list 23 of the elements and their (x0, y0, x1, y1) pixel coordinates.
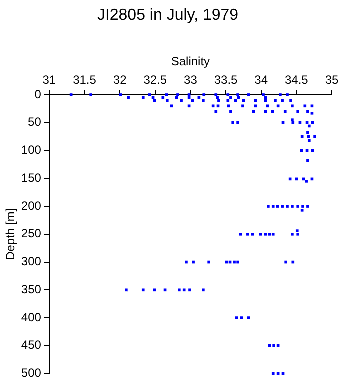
x-tick-label: 34 (254, 73, 268, 88)
x-tick-label: 31.5 (73, 73, 97, 88)
x-tick-label: 32.5 (144, 73, 168, 88)
y-tick-label: 50 (28, 115, 42, 130)
y-tick-label: 0 (34, 87, 42, 102)
y-tick-label: 300 (21, 254, 42, 269)
x-tick-label: 35 (325, 73, 339, 88)
x-tick-label: 32 (113, 73, 128, 88)
x-tick-label: 33.5 (214, 73, 238, 88)
y-tick-label: 450 (21, 338, 42, 352)
x-tick-label: 33 (184, 73, 198, 88)
chart-title: JI2805 in July, 1979 (97, 7, 239, 24)
y-tick-label: 150 (21, 170, 42, 185)
x-tick-label: 31 (42, 73, 56, 88)
y-tick-label: 250 (21, 226, 42, 241)
y-tick-label: 200 (21, 198, 42, 213)
y-tick-label: 500 (21, 366, 42, 380)
y-tick-label: 350 (21, 282, 42, 296)
x-tick-label: 34.5 (285, 73, 309, 88)
x-axis-title: Salinity (171, 54, 210, 69)
y-axis-title: Depth [m] (4, 208, 18, 260)
y-tick-label: 400 (21, 310, 42, 324)
y-tick-label: 100 (21, 143, 42, 158)
